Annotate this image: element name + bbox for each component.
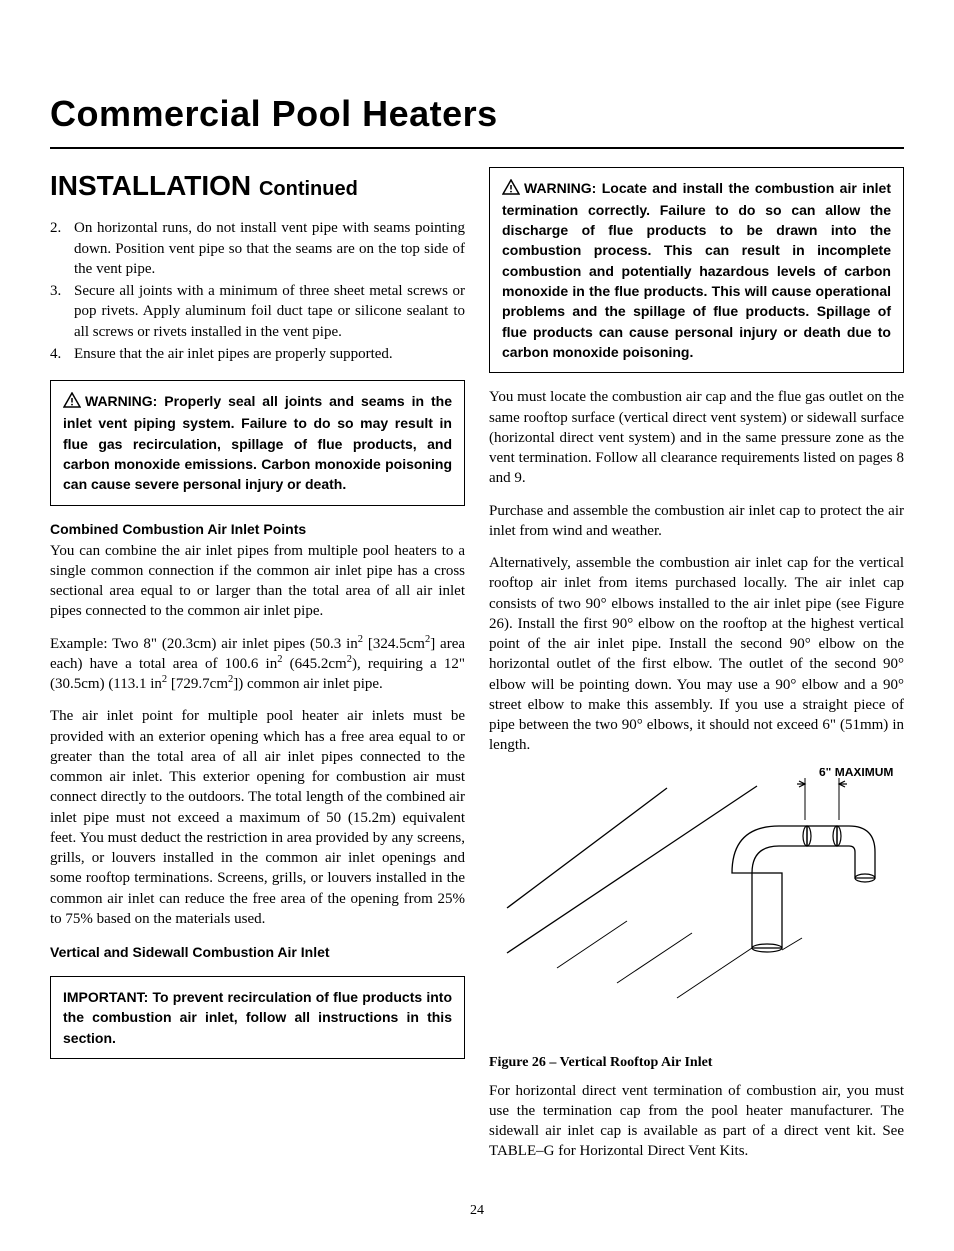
instruction-list: 2. On horizontal runs, do not install ve… [50, 218, 465, 364]
subhead-vertical: Vertical and Sidewall Combustion Air Inl… [50, 943, 465, 962]
figure-26-svg: 6" MAXIMUM [497, 768, 897, 1038]
warning-label: WARNING [85, 393, 153, 409]
left-column: INSTALLATION Continued 2. On horizontal … [50, 167, 465, 1174]
right-column: WARNING: Locate and install the combusti… [489, 167, 904, 1174]
list-item-number: 3. [50, 281, 66, 342]
para-combined-2: The air inlet point for multiple pool he… [50, 706, 465, 929]
warning-text: : Locate and install the combustion air … [502, 180, 891, 360]
list-item-text: Secure all joints with a minimum of thre… [74, 281, 465, 342]
important-box: IMPORTANT: To prevent recirculation of f… [50, 976, 465, 1059]
section-heading-text: INSTALLATION [50, 170, 251, 201]
page-number: 24 [50, 1202, 904, 1221]
warning-box-2: WARNING: Locate and install the combusti… [489, 167, 904, 374]
section-heading-continued: Continued [259, 178, 358, 200]
list-item-number: 4. [50, 344, 66, 364]
list-item-text: On horizontal runs, do not install vent … [74, 218, 465, 279]
section-heading: INSTALLATION Continued [50, 167, 465, 205]
list-item: 3. Secure all joints with a minimum of t… [50, 281, 465, 342]
para-example: Example: Two 8" (20.3cm) air inlet pipes… [50, 634, 465, 695]
list-item-text: Ensure that the air inlet pipes are prop… [74, 344, 465, 364]
para-purchase: Purchase and assemble the combustion air… [489, 501, 904, 542]
warning-triangle-icon [502, 179, 520, 200]
list-item-number: 2. [50, 218, 66, 279]
list-item: 4. Ensure that the air inlet pipes are p… [50, 344, 465, 364]
two-column-layout: INSTALLATION Continued 2. On horizontal … [50, 167, 904, 1174]
para-alternatively: Alternatively, assemble the combustion a… [489, 553, 904, 756]
para-combined-1: You can combine the air inlet pipes from… [50, 541, 465, 622]
para-locate: You must locate the combustion air cap a… [489, 387, 904, 488]
warning-label: WARNING [524, 180, 592, 196]
figure-26: 6" MAXIMUM [489, 768, 904, 1044]
important-text: IMPORTANT: To prevent recirculation of f… [63, 989, 452, 1046]
figure-dimension-label: 6" MAXIMUM [819, 768, 893, 779]
list-item: 2. On horizontal runs, do not install ve… [50, 218, 465, 279]
subhead-combined: Combined Combustion Air Inlet Points [50, 520, 465, 539]
page-title: Commercial Pool Heaters [50, 90, 904, 149]
para-horizontal: For horizontal direct vent termination o… [489, 1081, 904, 1162]
warning-triangle-icon [63, 392, 81, 413]
warning-box-1: WARNING: Properly seal all joints and se… [50, 380, 465, 505]
figure-caption: Figure 26 – Vertical Rooftop Air Inlet [489, 1054, 904, 1073]
